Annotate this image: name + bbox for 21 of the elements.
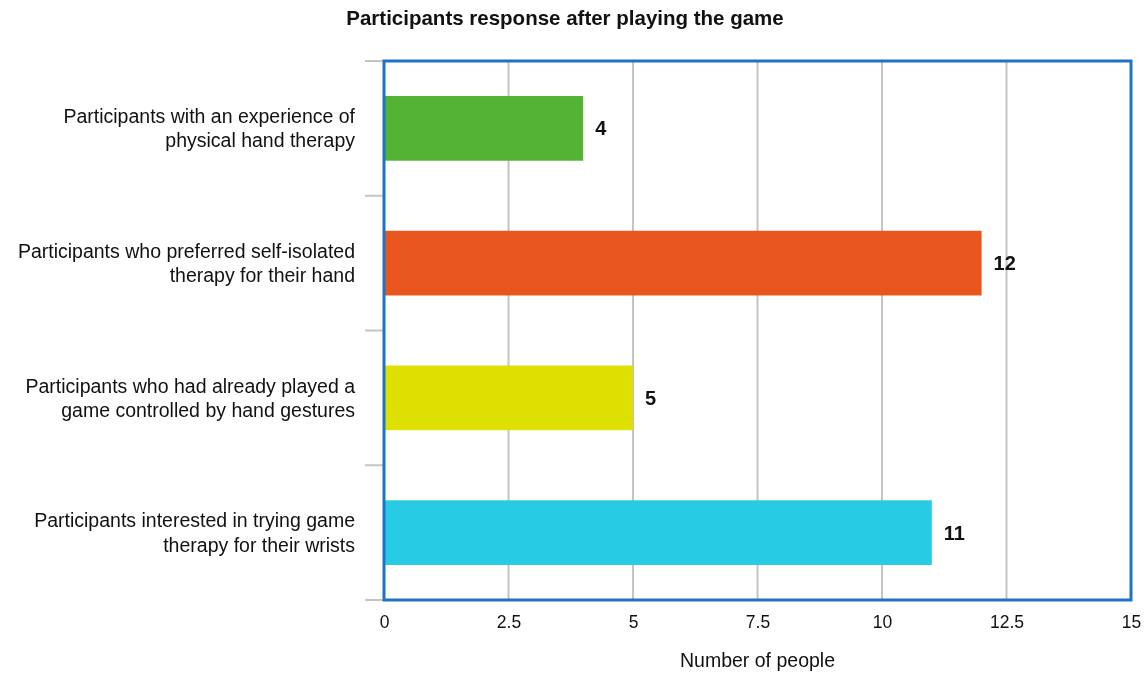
- y-tick-label: Participants who had already played a game controlled by hand gestures: [25, 374, 356, 421]
- y-tick-label: Participants with an experience of physical hand therapy: [63, 105, 356, 152]
- bar: [384, 365, 633, 431]
- x-axis-title: Number of people: [679, 649, 836, 671]
- y-tick-label: Participants interested in trying game therapy for their wrists: [34, 509, 356, 556]
- data-label: 11: [943, 521, 965, 544]
- bar: [384, 96, 584, 161]
- x-tick-label: 15: [1121, 612, 1142, 633]
- x-tick-label: 2.5: [496, 612, 522, 633]
- bar: [384, 500, 932, 565]
- x-tick-label: 7.5: [745, 612, 771, 633]
- x-tick-label: 0: [379, 612, 390, 633]
- x-tick-label: 12.5: [989, 612, 1025, 633]
- chart-title: Participants response after playing the game: [346, 6, 784, 29]
- data-label: 4: [595, 117, 608, 140]
- y-tick-label: Participants who preferred self-isolated therapy for their hand: [17, 239, 355, 287]
- x-tick-label: 10: [872, 612, 893, 633]
- bar: [384, 230, 982, 296]
- data-label: 5: [645, 386, 657, 409]
- x-tick-label: 5: [628, 612, 639, 633]
- data-label: 12: [993, 252, 1016, 275]
